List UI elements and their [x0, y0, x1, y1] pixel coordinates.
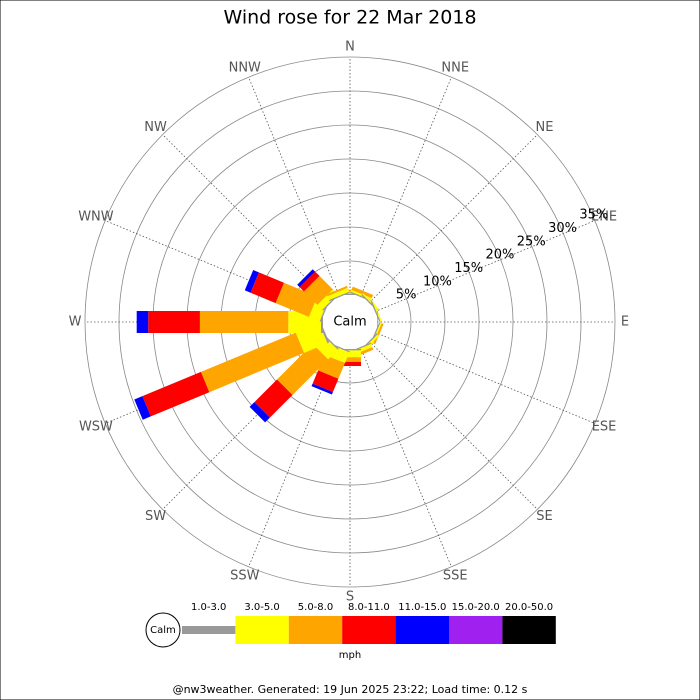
legend-unit: mph [339, 650, 361, 661]
legend-label: 8.0-11.0 [348, 602, 390, 613]
direction-label: NNE [441, 60, 469, 75]
direction-label: SSW [230, 569, 260, 584]
legend-swatch [502, 616, 556, 644]
legend-swatch [182, 626, 236, 634]
chart-title: Wind rose for 22 Mar 2018 [223, 7, 476, 29]
calm-circle [328, 300, 372, 344]
legend-swatch [395, 616, 449, 644]
rose-bar [254, 379, 293, 418]
spoke [359, 346, 452, 567]
direction-label: E [621, 315, 629, 330]
rose-bar [311, 383, 333, 395]
legend-swatch [235, 616, 289, 644]
rose-bar [200, 332, 305, 393]
direction-label: WNW [78, 209, 114, 224]
r-tick-label: 15% [454, 261, 483, 276]
rose-bar [303, 275, 333, 305]
footer: @nw3weather. Generated: 19 Jun 2025 23:2… [173, 683, 528, 696]
rose-bar [277, 343, 329, 395]
direction-label: WSW [79, 420, 113, 435]
r-tick-label: 30% [548, 221, 577, 236]
legend-label: 20.0-50.0 [505, 602, 553, 613]
rose-bar [250, 272, 284, 304]
direction-label: S [346, 590, 354, 605]
legend-label: 3.0-5.0 [244, 602, 279, 613]
legend-label: 1.0-3.0 [191, 602, 226, 613]
direction-label: NNW [229, 60, 261, 75]
rose-bar [327, 287, 350, 300]
legend-swatch [342, 616, 396, 644]
legend-calm-label: Calm [150, 625, 176, 636]
direction-label: W [69, 315, 82, 330]
rose-bar [199, 311, 289, 333]
rose-bar [136, 311, 149, 333]
rose-bar [370, 301, 381, 322]
direction-label: ENE [591, 209, 617, 224]
rose-bar [142, 371, 210, 417]
legend-calm [145, 612, 181, 648]
legend-label: 11.0-15.0 [398, 602, 446, 613]
rose-bar [329, 291, 350, 302]
direction-label: NW [144, 120, 167, 135]
legend-label: 5.0-8.0 [298, 602, 333, 613]
r-tick-label: 25% [517, 234, 546, 249]
spoke [368, 340, 538, 510]
rose-bar [297, 269, 316, 288]
rose-bar [326, 285, 348, 297]
direction-label: NE [535, 120, 553, 135]
rose-bar [372, 300, 382, 322]
spoke [374, 220, 595, 313]
rose-bar [134, 396, 151, 420]
r-tick-label: 35% [579, 208, 608, 223]
direction-label: N [345, 40, 355, 55]
legend-label: 15.0-20.0 [452, 602, 500, 613]
rose-bar [249, 402, 270, 423]
rose-bar [351, 286, 374, 299]
r-tick-label: 20% [486, 248, 515, 263]
rose-bar [275, 282, 318, 317]
r-tick-label: 10% [423, 274, 452, 289]
spoke [374, 331, 595, 424]
legend-swatch [449, 616, 503, 644]
direction-label: SW [145, 509, 166, 524]
spoke [359, 77, 452, 298]
spoke [368, 134, 538, 304]
r-tick-label: 5% [396, 288, 417, 303]
spoke [162, 134, 332, 304]
rose-bar [299, 271, 320, 292]
direction-label: ESE [592, 420, 617, 435]
direction-label: SSE [443, 569, 468, 584]
grid-ring [84, 56, 616, 588]
rose-bar [148, 311, 200, 333]
calm-label: Calm [333, 315, 366, 330]
direction-label: SE [536, 509, 552, 524]
rose-bar [244, 270, 259, 293]
legend-swatch [288, 616, 343, 644]
rose-bar [312, 370, 339, 392]
spoke [248, 77, 341, 298]
